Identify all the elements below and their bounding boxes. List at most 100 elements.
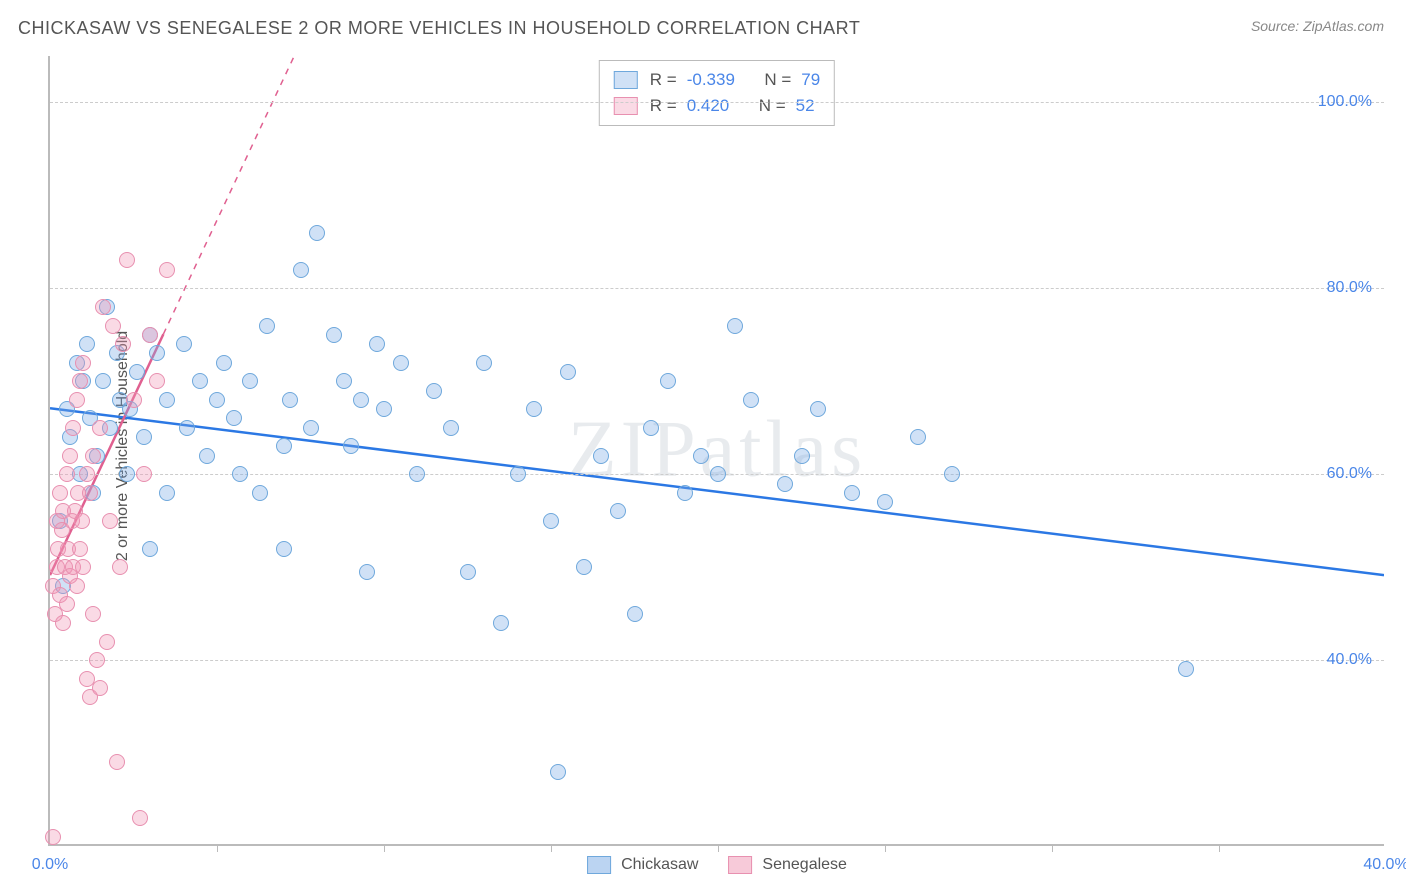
y-tick-label: 60.0% — [1327, 465, 1372, 483]
x-tick — [384, 844, 385, 852]
correlation-legend: R = -0.339 N = 79 R = 0.420 N = 52 — [599, 60, 835, 126]
point-chickasaw — [242, 373, 258, 389]
legend-row-senegalese: R = 0.420 N = 52 — [614, 93, 820, 119]
point-senegalese — [75, 355, 91, 371]
chart-title: CHICKASAW VS SENEGALESE 2 OR MORE VEHICL… — [18, 18, 860, 39]
point-chickasaw — [343, 438, 359, 454]
point-chickasaw — [810, 401, 826, 417]
legend-label: Chickasaw — [621, 856, 698, 874]
point-senegalese — [99, 634, 115, 650]
point-chickasaw — [119, 466, 135, 482]
point-chickasaw — [627, 606, 643, 622]
point-senegalese — [72, 541, 88, 557]
point-chickasaw — [910, 429, 926, 445]
point-senegalese — [55, 615, 71, 631]
r-label: R = — [650, 67, 677, 93]
x-tick-label: 40.0% — [1363, 856, 1406, 874]
point-chickasaw — [192, 373, 208, 389]
point-chickasaw — [276, 541, 292, 557]
r-label: R = — [650, 93, 677, 119]
point-chickasaw — [493, 615, 509, 631]
point-chickasaw — [359, 564, 375, 580]
x-tick — [551, 844, 552, 852]
point-chickasaw — [877, 494, 893, 510]
point-chickasaw — [593, 448, 609, 464]
gridline-h — [50, 288, 1384, 289]
point-senegalese — [115, 336, 131, 352]
legend-label: Senegalese — [762, 856, 847, 874]
point-chickasaw — [510, 466, 526, 482]
point-chickasaw — [209, 392, 225, 408]
point-chickasaw — [777, 476, 793, 492]
point-chickasaw — [199, 448, 215, 464]
point-chickasaw — [743, 392, 759, 408]
point-chickasaw — [276, 438, 292, 454]
legend-swatch — [728, 856, 752, 874]
point-chickasaw — [353, 392, 369, 408]
point-chickasaw — [610, 503, 626, 519]
point-senegalese — [72, 373, 88, 389]
plot-area: ZIPatlas R = -0.339 N = 79 R = 0.420 N =… — [48, 56, 1384, 846]
x-tick — [885, 844, 886, 852]
point-senegalese — [105, 318, 121, 334]
point-senegalese — [119, 252, 135, 268]
point-chickasaw — [393, 355, 409, 371]
n-label: N = — [764, 67, 791, 93]
point-senegalese — [74, 513, 90, 529]
source-attribution: Source: ZipAtlas.com — [1251, 18, 1384, 34]
point-senegalese — [89, 652, 105, 668]
watermark-zip: ZIP — [568, 406, 700, 494]
point-chickasaw — [576, 559, 592, 575]
legend-swatch — [587, 856, 611, 874]
y-tick-label: 40.0% — [1327, 651, 1372, 669]
n-value-senegalese: 52 — [796, 93, 815, 119]
point-chickasaw — [710, 466, 726, 482]
x-tick — [1219, 844, 1220, 852]
legend-item: Senegalese — [728, 856, 847, 874]
y-tick-label: 100.0% — [1318, 93, 1372, 111]
point-chickasaw — [326, 327, 342, 343]
point-senegalese — [109, 754, 125, 770]
gridline-h — [50, 102, 1384, 103]
point-senegalese — [59, 596, 75, 612]
swatch-senegalese — [614, 97, 638, 115]
trend-line — [50, 408, 1384, 575]
point-chickasaw — [79, 336, 95, 352]
point-chickasaw — [693, 448, 709, 464]
point-senegalese — [79, 466, 95, 482]
n-label: N = — [759, 93, 786, 119]
point-chickasaw — [232, 466, 248, 482]
point-senegalese — [102, 513, 118, 529]
point-chickasaw — [282, 392, 298, 408]
point-chickasaw — [336, 373, 352, 389]
point-senegalese — [82, 485, 98, 501]
point-chickasaw — [643, 420, 659, 436]
point-chickasaw — [252, 485, 268, 501]
point-senegalese — [69, 578, 85, 594]
x-tick — [718, 844, 719, 852]
point-chickasaw — [136, 429, 152, 445]
x-tick — [1052, 844, 1053, 852]
x-tick-label: 0.0% — [32, 856, 68, 874]
point-chickasaw — [844, 485, 860, 501]
point-senegalese — [85, 448, 101, 464]
point-senegalese — [75, 559, 91, 575]
point-chickasaw — [176, 336, 192, 352]
point-senegalese — [92, 420, 108, 436]
point-chickasaw — [550, 764, 566, 780]
legend-row-chickasaw: R = -0.339 N = 79 — [614, 67, 820, 93]
point-senegalese — [59, 466, 75, 482]
point-chickasaw — [460, 564, 476, 580]
r-value-senegalese: 0.420 — [687, 93, 730, 119]
point-chickasaw — [129, 364, 145, 380]
swatch-chickasaw — [614, 71, 638, 89]
point-chickasaw — [560, 364, 576, 380]
n-value-chickasaw: 79 — [801, 67, 820, 93]
point-senegalese — [149, 373, 165, 389]
point-chickasaw — [476, 355, 492, 371]
chart-container: CHICKASAW VS SENEGALESE 2 OR MORE VEHICL… — [0, 0, 1406, 892]
point-chickasaw — [303, 420, 319, 436]
point-senegalese — [126, 392, 142, 408]
point-chickasaw — [159, 485, 175, 501]
point-senegalese — [92, 680, 108, 696]
